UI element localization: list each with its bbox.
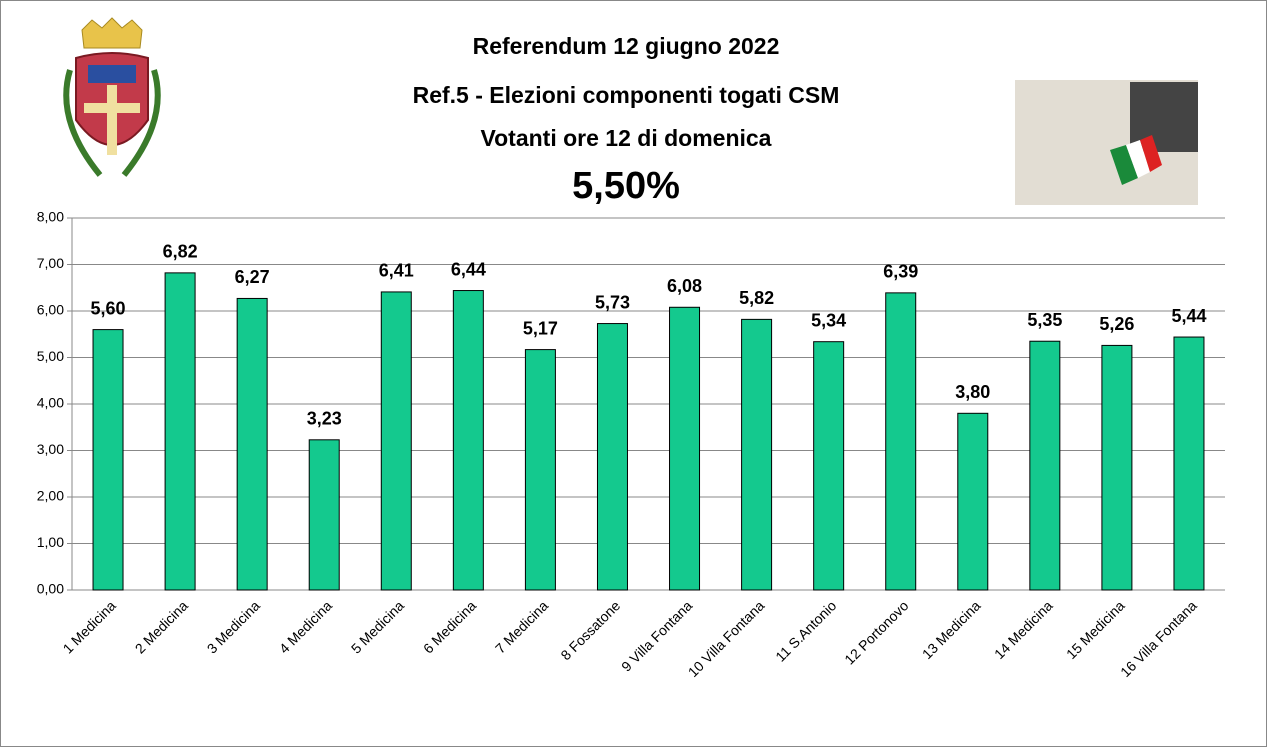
y-tick-label: 4,00	[37, 395, 64, 411]
data-label: 5,26	[1099, 314, 1134, 334]
bar	[164, 272, 196, 591]
data-label: 6,82	[163, 242, 198, 262]
bar	[380, 291, 412, 591]
data-label: 6,44	[451, 259, 486, 279]
y-tick-label: 3,00	[37, 441, 64, 457]
data-label: 6,39	[883, 262, 918, 282]
data-label: 5,60	[91, 298, 126, 318]
y-tick-label: 5,00	[37, 348, 64, 364]
data-label: 5,17	[523, 318, 558, 338]
y-tick-label: 0,00	[37, 581, 64, 597]
chart-title: Referendum 12 giugno 2022	[473, 33, 780, 59]
chart-title: Votanti ore 12 di domenica	[481, 125, 772, 151]
bar	[236, 297, 268, 591]
data-label: 5,82	[739, 288, 774, 308]
bar	[813, 341, 845, 591]
bar	[957, 412, 989, 591]
bar	[524, 349, 556, 591]
data-label: 6,41	[379, 261, 414, 281]
data-label: 5,73	[595, 292, 630, 312]
bar	[308, 439, 340, 591]
data-label: 5,35	[1027, 310, 1062, 330]
chart-title: Ref.5 - Elezioni componenti togati CSM	[413, 82, 840, 108]
bar	[1029, 340, 1061, 591]
bar	[1173, 336, 1205, 591]
coat-of-arms	[63, 17, 161, 177]
bar	[596, 323, 628, 591]
constitution-image	[1015, 80, 1198, 205]
data-label: 3,80	[955, 382, 990, 402]
bar	[741, 318, 773, 591]
data-label: 6,08	[667, 276, 702, 296]
y-tick-label: 7,00	[37, 255, 64, 271]
bar	[669, 306, 701, 591]
data-label: 6,27	[235, 267, 270, 287]
bar	[92, 329, 124, 591]
data-label: 5,34	[811, 310, 846, 330]
annotation: 5,50%	[572, 165, 680, 207]
y-tick-label: 1,00	[37, 534, 64, 550]
bar	[1101, 344, 1133, 591]
y-tick-label: 6,00	[37, 302, 64, 318]
bar	[885, 292, 917, 591]
bar	[452, 290, 484, 591]
data-label: 3,23	[307, 409, 342, 429]
data-label: 5,44	[1171, 306, 1206, 326]
y-tick-label: 2,00	[37, 488, 64, 504]
y-tick-label: 8,00	[37, 209, 64, 225]
